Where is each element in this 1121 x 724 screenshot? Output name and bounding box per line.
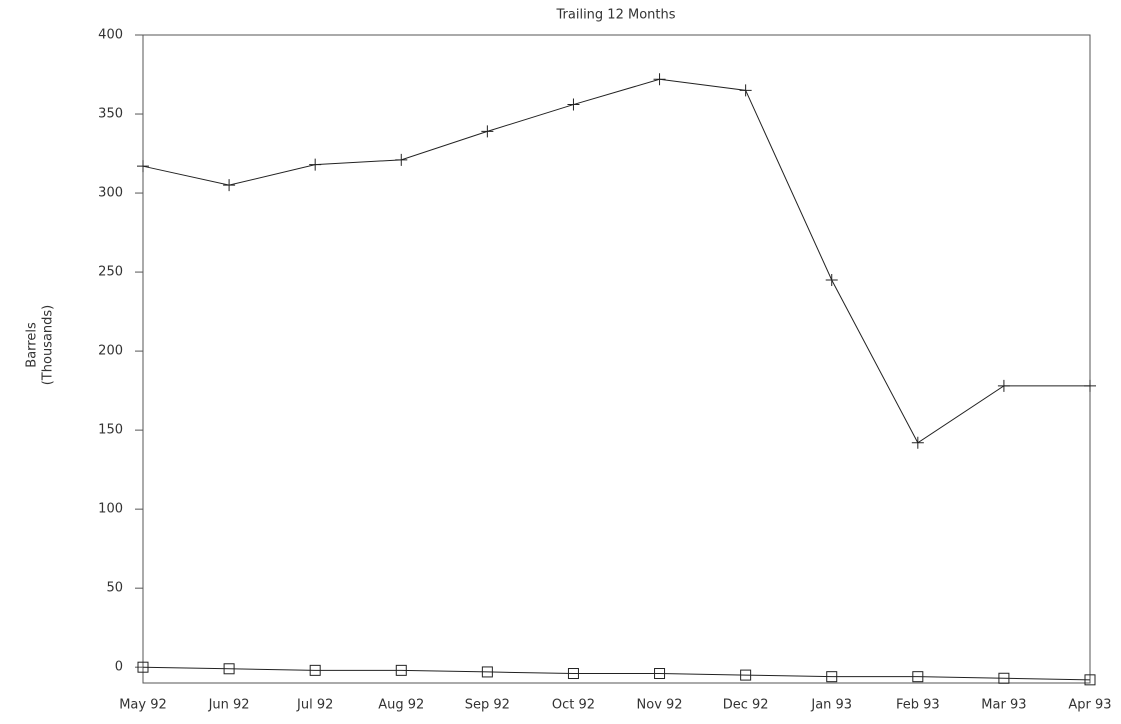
marker [567,98,580,111]
marker [481,125,494,138]
x-tick-label: Aug 92 [378,698,424,713]
marker [137,160,149,173]
x-tick-label: Dec 92 [723,698,769,713]
y-tick-label: 300 [98,186,123,201]
x-tick-label: May 92 [119,698,167,713]
x-tick-label: Apr 93 [1068,698,1111,713]
marker [740,669,752,681]
series-line [142,78,1090,444]
y-tick-label: 350 [98,107,123,122]
marker [481,666,493,678]
x-tick-label: Sep 92 [465,698,510,713]
marker [653,73,666,86]
marker [1084,379,1096,392]
marker [309,158,322,171]
marker [998,672,1010,684]
chart-title: Trailing 12 Months [556,8,676,23]
y-tick-label: 50 [106,581,123,596]
x-tick-label: Nov 92 [637,698,683,713]
y-axis-label: Barrels [25,322,40,368]
plot-frame [142,34,1091,684]
marker [826,671,838,683]
x-tick-label: Oct 92 [552,698,595,713]
y-tick-label: 250 [98,265,123,280]
marker [739,84,752,97]
y-tick-label: 400 [98,28,123,43]
marker [825,273,838,286]
marker [223,663,235,675]
marker [567,668,579,680]
y-axis-label: (Thousands) [41,305,56,386]
marker [654,668,666,680]
x-tick-label: Jul 92 [296,698,333,713]
x-tick-label: Feb 93 [896,698,940,713]
x-tick-label: Jun 92 [208,698,250,713]
y-tick-label: 200 [98,344,123,359]
marker [395,664,407,676]
marker [997,379,1010,392]
y-tick-label: 0 [115,660,123,675]
marker [137,661,149,673]
series-line [142,666,1091,681]
marker [309,664,321,676]
marker [912,671,924,683]
marker [223,179,236,192]
x-tick-label: Mar 93 [981,698,1026,713]
marker [395,153,408,166]
marker [1084,674,1096,686]
x-tick-label: Jan 93 [810,698,852,713]
y-tick-label: 150 [98,423,123,438]
marker [911,436,924,449]
y-tick-label: 100 [98,502,123,517]
